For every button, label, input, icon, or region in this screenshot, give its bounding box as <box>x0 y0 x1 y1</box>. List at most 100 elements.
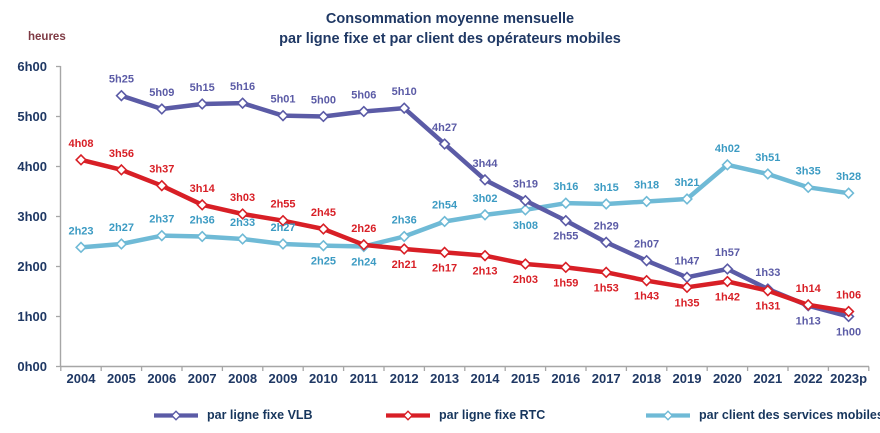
svg-text:2h24: 2h24 <box>351 257 377 269</box>
svg-text:1h47: 1h47 <box>674 255 699 267</box>
svg-text:4h00: 4h00 <box>17 159 47 174</box>
svg-text:2005: 2005 <box>107 371 136 386</box>
svg-text:6h00: 6h00 <box>17 59 47 74</box>
svg-text:4h02: 4h02 <box>715 143 740 155</box>
svg-text:5h01: 5h01 <box>270 94 295 106</box>
chart-title: Consommation moyenne mensuelle par ligne… <box>0 9 880 49</box>
svg-text:2h37: 2h37 <box>149 214 174 226</box>
svg-text:1h14: 1h14 <box>796 283 822 295</box>
legend-marker-mobiles-icon <box>646 409 690 421</box>
svg-text:5h16: 5h16 <box>230 81 255 93</box>
svg-text:2022: 2022 <box>794 371 823 386</box>
svg-text:2017: 2017 <box>592 371 621 386</box>
svg-text:2016: 2016 <box>551 371 580 386</box>
svg-text:2h55: 2h55 <box>270 199 295 211</box>
svg-text:2013: 2013 <box>430 371 459 386</box>
svg-text:2h27: 2h27 <box>109 222 134 234</box>
svg-text:3h19: 3h19 <box>513 179 538 191</box>
svg-text:1h43: 1h43 <box>634 291 659 303</box>
svg-text:2012: 2012 <box>390 371 419 386</box>
svg-text:2007: 2007 <box>188 371 217 386</box>
svg-text:2h54: 2h54 <box>432 200 458 212</box>
svg-text:3h14: 3h14 <box>190 183 216 195</box>
svg-text:1h00: 1h00 <box>836 327 861 339</box>
legend-label-vlb: par ligne fixe VLB <box>207 408 313 422</box>
svg-text:2h00: 2h00 <box>17 259 47 274</box>
svg-text:3h18: 3h18 <box>634 180 659 192</box>
svg-text:2006: 2006 <box>147 371 176 386</box>
legend-label-mobiles: par client des services mobiles <box>699 408 880 422</box>
svg-text:1h53: 1h53 <box>594 282 619 294</box>
y-axis-unit-label: heures <box>28 31 66 43</box>
svg-text:2h27: 2h27 <box>270 222 295 234</box>
chart-legend: par ligne fixe VLB par ligne fixe RTC pa… <box>0 404 880 428</box>
svg-text:2h17: 2h17 <box>432 262 457 274</box>
svg-text:3h21: 3h21 <box>674 177 699 189</box>
svg-text:5h10: 5h10 <box>392 86 417 98</box>
svg-text:2h33: 2h33 <box>230 217 255 229</box>
svg-text:1h35: 1h35 <box>674 297 699 309</box>
svg-text:3h28: 3h28 <box>836 171 861 183</box>
svg-text:3h35: 3h35 <box>796 165 821 177</box>
svg-text:1h31: 1h31 <box>755 301 780 313</box>
svg-text:2023p: 2023p <box>830 371 867 386</box>
svg-text:2004: 2004 <box>67 371 97 386</box>
legend-item-ligne-fixe-vlb: par ligne fixe VLB <box>152 404 313 426</box>
svg-text:2h07: 2h07 <box>634 239 659 251</box>
svg-text:2008: 2008 <box>228 371 257 386</box>
svg-text:5h09: 5h09 <box>149 87 174 99</box>
svg-text:2018: 2018 <box>632 371 661 386</box>
svg-text:3h44: 3h44 <box>472 158 498 170</box>
svg-text:3h00: 3h00 <box>17 209 47 224</box>
legend-item-services-mobiles: par client des services mobiles <box>644 404 880 426</box>
line-chart-plot-area: 0h00 1h00 2h00 3h00 4h00 5h00 6h00 2004 2005 2006… <box>17 59 870 386</box>
chart-title-line2: par ligne fixe et par client des opérate… <box>279 31 621 47</box>
svg-text:2h26: 2h26 <box>351 223 376 235</box>
svg-text:1h13: 1h13 <box>796 316 821 328</box>
legend-label-rtc: par ligne fixe RTC <box>439 408 546 422</box>
svg-text:5h15: 5h15 <box>190 82 215 94</box>
svg-text:5h25: 5h25 <box>109 74 134 86</box>
svg-text:2h36: 2h36 <box>392 215 417 227</box>
svg-text:2011: 2011 <box>350 371 378 386</box>
svg-text:2h36: 2h36 <box>190 215 215 227</box>
svg-text:2015: 2015 <box>511 371 540 386</box>
svg-text:3h08: 3h08 <box>513 220 538 232</box>
svg-text:2h29: 2h29 <box>594 220 619 232</box>
svg-text:0h00: 0h00 <box>17 359 47 374</box>
svg-text:5h00: 5h00 <box>311 95 336 107</box>
svg-text:2h03: 2h03 <box>513 274 538 286</box>
svg-text:2014: 2014 <box>471 371 501 386</box>
svg-text:3h02: 3h02 <box>472 193 497 205</box>
svg-text:5h00: 5h00 <box>17 109 47 124</box>
svg-text:3h56: 3h56 <box>109 148 134 160</box>
svg-text:1h00: 1h00 <box>17 309 47 324</box>
svg-text:2021: 2021 <box>753 371 782 386</box>
svg-text:3h03: 3h03 <box>230 192 255 204</box>
svg-text:4h08: 4h08 <box>68 138 93 150</box>
svg-text:1h33: 1h33 <box>755 267 780 279</box>
legend-marker-rtc-icon <box>386 409 430 421</box>
svg-text:3h51: 3h51 <box>755 152 780 164</box>
svg-text:2h21: 2h21 <box>392 259 417 271</box>
svg-text:4h27: 4h27 <box>432 122 457 134</box>
svg-text:2h23: 2h23 <box>68 225 93 237</box>
svg-text:2019: 2019 <box>673 371 702 386</box>
chart-title-line1: Consommation moyenne mensuelle <box>325 11 575 27</box>
svg-text:2020: 2020 <box>713 371 742 386</box>
legend-item-ligne-fixe-rtc: par ligne fixe RTC <box>384 404 545 426</box>
svg-text:5h06: 5h06 <box>351 90 376 102</box>
svg-text:3h16: 3h16 <box>553 181 578 193</box>
svg-text:2h13: 2h13 <box>472 266 497 278</box>
svg-text:1h59: 1h59 <box>553 277 578 289</box>
svg-text:3h37: 3h37 <box>149 164 174 176</box>
svg-text:1h06: 1h06 <box>836 290 861 302</box>
svg-text:2009: 2009 <box>269 371 298 386</box>
svg-text:1h42: 1h42 <box>715 292 740 304</box>
svg-text:2010: 2010 <box>309 371 338 386</box>
svg-text:3h15: 3h15 <box>594 182 619 194</box>
svg-text:1h57: 1h57 <box>715 247 740 259</box>
svg-text:2h45: 2h45 <box>311 207 336 219</box>
svg-text:2h55: 2h55 <box>553 231 578 243</box>
